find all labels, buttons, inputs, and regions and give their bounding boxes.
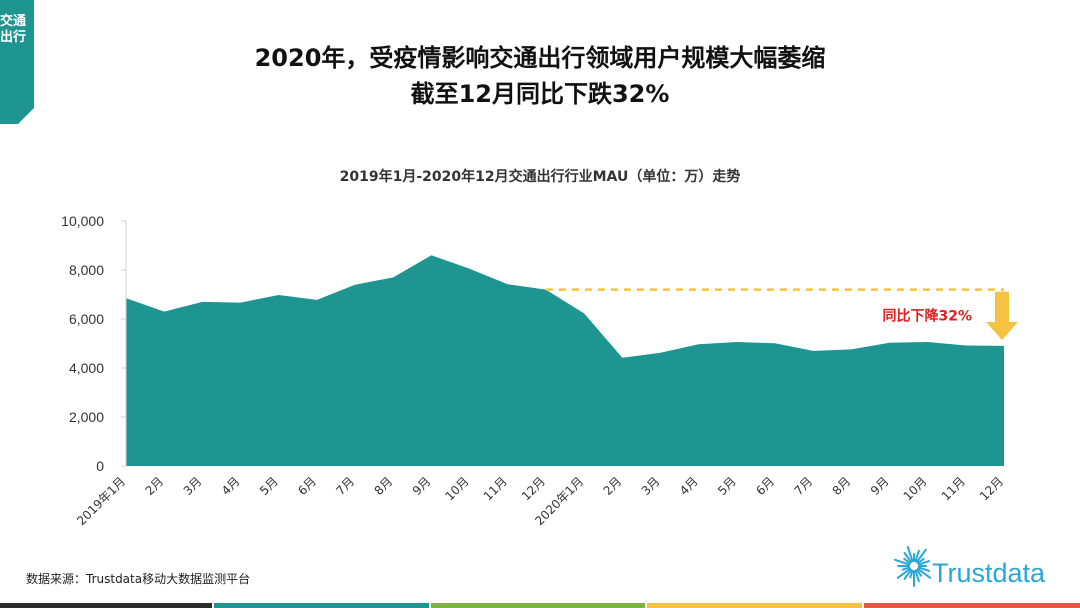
logo-ray (917, 567, 932, 579)
x-tick-label: 12月 (519, 474, 548, 503)
logo-ray (914, 549, 920, 563)
bottom-color-bar (0, 603, 1080, 608)
trustdata-logo-burst-icon (894, 546, 932, 587)
x-tick-label: 7月 (333, 474, 357, 498)
page-title: 2020年，受疫情影响交通出行领域用户规模大幅萎缩 截至12月同比下跌32% (0, 40, 1080, 112)
logo-ray (906, 546, 914, 563)
logo-ray (917, 557, 925, 565)
page-title-line2: 截至12月同比下跌32% (410, 80, 670, 108)
x-tick-label: 6月 (295, 474, 319, 498)
x-tick-label: 4月 (677, 474, 701, 498)
chart-title: 2019年1月-2020年12月交通出行行业MAU（单位：万）走势 (339, 169, 741, 185)
y-tick-label: 10,000 (61, 213, 104, 229)
x-tick-label: 12月 (977, 474, 1006, 503)
bottom-bar-segment (430, 603, 646, 608)
logo-ray (909, 569, 914, 579)
y-tick-label: 6,000 (69, 311, 104, 327)
bottom-bar-segment (647, 603, 862, 608)
yoy-decline-label: 同比下降32% (882, 308, 972, 325)
mau-area-series (126, 255, 1004, 466)
data-source-note: 数据来源：Trustdata移动大数据监测平台 (26, 572, 251, 586)
x-tick-label: 8月 (830, 474, 854, 498)
logo-ray (896, 567, 911, 579)
x-tick-label: 2月 (143, 474, 167, 498)
x-tick-label: 11月 (481, 474, 510, 503)
bottom-bar-segment (863, 603, 1080, 608)
y-tick-label: 4,000 (69, 360, 104, 376)
x-tick-label: 3月 (181, 474, 205, 498)
x-tick-label: 5月 (257, 474, 281, 498)
y-tick-label: 0 (96, 458, 104, 474)
y-tick-label: 8,000 (69, 262, 104, 278)
x-tick-label: 8月 (372, 474, 396, 498)
y-tick-label: 2,000 (69, 409, 104, 425)
x-tick-label: 4月 (219, 474, 243, 498)
page-title-line1: 2020年，受疫情影响交通出行领域用户规模大幅萎缩 (254, 44, 826, 72)
logo-ray (894, 558, 911, 566)
logo-ray (914, 569, 920, 583)
logo-ray (903, 569, 913, 580)
x-tick-label: 9月 (868, 474, 892, 498)
section-tab-shape (0, 0, 34, 124)
section-tab-label: 交通出行 (0, 14, 27, 45)
logo-ray (917, 566, 931, 572)
x-tick-label: 10月 (901, 474, 930, 503)
logo-ray (917, 560, 931, 566)
logo-ray (903, 552, 913, 563)
x-tick-label: 10月 (442, 474, 471, 503)
x-tick-label: 2019年1月 (74, 474, 128, 528)
section-tab: 交通出行 (0, 0, 34, 124)
down-arrow-icon (986, 291, 1018, 340)
x-tick-label: 6月 (753, 474, 777, 498)
trustdata-logo-text: Trustdata (932, 558, 1046, 588)
x-tick-label: 3月 (639, 474, 663, 498)
bottom-bar-segment (0, 603, 213, 608)
logo-ray (915, 548, 927, 563)
x-tick-label: 9月 (410, 474, 434, 498)
x-tick-label: 5月 (715, 474, 739, 498)
logo-ray (915, 569, 923, 577)
bottom-bar-segment (214, 603, 429, 608)
logo-ray (901, 566, 911, 571)
x-tick-label: 7月 (791, 474, 815, 498)
x-tick-label: 11月 (939, 474, 968, 503)
x-tick-label: 2月 (601, 474, 625, 498)
trustdata-logo: Trustdata (894, 546, 1046, 588)
logo-ray (903, 557, 911, 565)
